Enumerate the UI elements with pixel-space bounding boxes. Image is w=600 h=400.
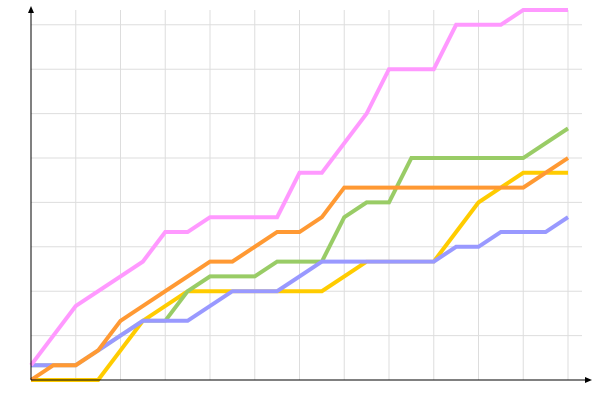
axes [28,6,592,383]
series-lines [29,8,570,382]
series-line-1 [31,170,568,382]
series-line-4 [29,156,570,382]
series-line-3 [31,215,570,368]
grid [31,10,582,380]
x-axis-arrow-icon [585,377,592,383]
series-line-5 [29,8,568,367]
y-axis-arrow-icon [28,6,34,13]
